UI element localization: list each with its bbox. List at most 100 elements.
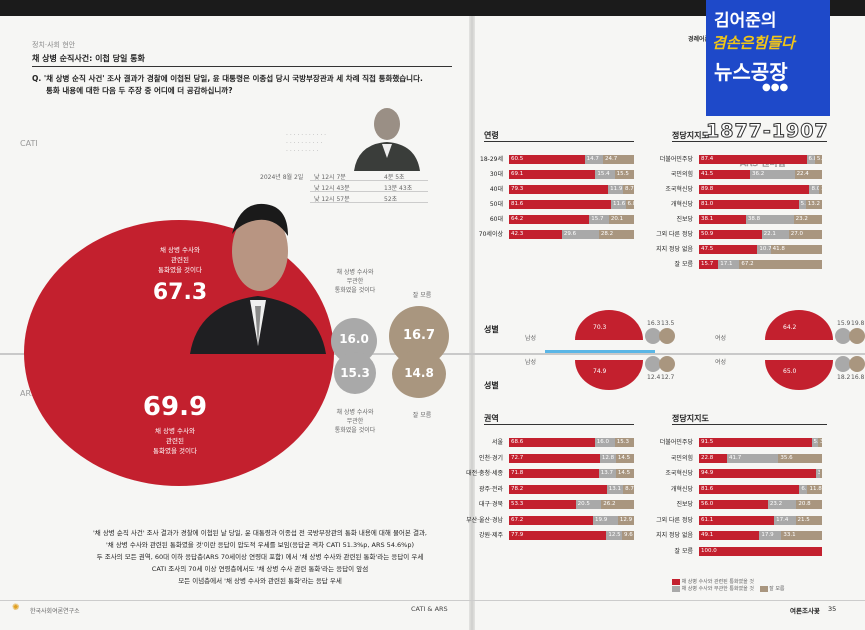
president-photo: [180, 196, 336, 354]
bar-category-label: 국민의힘: [670, 171, 693, 178]
summary-line-4: CATI 조사의 70세 이상 연령층에서도 '채 상병 수사 관련 통화'라는…: [151, 565, 369, 573]
gender-circle: [659, 328, 675, 344]
gender-value: 16.3: [647, 320, 661, 327]
bar-segment: 8.0: [809, 185, 820, 194]
bar-category-label: 잘 모름: [674, 547, 693, 555]
bar-category-label: 부산·울산·경남: [466, 516, 503, 524]
legend-related-swatch: [672, 578, 680, 585]
question-line-1: Q. '채 상병 순직 사건' 조사 결과가 경찰에 이첩된 당일, 윤 대통령…: [32, 74, 423, 83]
bar-category-label: 더불어민주당: [659, 156, 693, 163]
region-section-title: 권역: [484, 414, 499, 423]
bar-segment: 3.2: [815, 469, 820, 478]
gender-circle: [765, 310, 833, 340]
bar-segment: 22.4: [794, 170, 823, 179]
bar-segment: 72.7: [509, 453, 600, 463]
bar-segment: 36.2: [750, 170, 795, 179]
bar-row: 그외 다른 정당 50.9 22.1 27.0: [656, 230, 822, 239]
bar-segment: 15.5: [614, 170, 634, 179]
bar-category-label: 60대: [489, 216, 503, 223]
gender-section-title-top: 성별: [484, 325, 499, 334]
bar-segment: 23.2: [793, 215, 823, 224]
bar-segment: 60.5: [509, 155, 585, 164]
bar-segment: 8.7: [623, 185, 634, 194]
page-number: 35: [828, 605, 837, 613]
bar-category-label: 조국혁신당: [665, 470, 693, 477]
bar-segment: 26.2: [601, 500, 634, 509]
bar-row: 조국혁신당 94.93.21.9: [665, 469, 822, 478]
bar-segment: 77.9: [509, 531, 607, 540]
unrelated-circle-ars: [334, 352, 376, 394]
bar-row: 지지 정당 없음 49.1 17.9 33.1: [656, 531, 823, 540]
gender-circle: [575, 310, 643, 340]
bar-row: 조국혁신당 89.88.02.2: [665, 185, 822, 194]
bar-category-label: 18-29세: [480, 156, 503, 163]
bar-segment: 49.1: [699, 531, 760, 540]
bar-segment: 5.8: [798, 200, 806, 209]
bar-row: 진보당 56.0 23.2 20.8: [676, 500, 822, 509]
bar-row: 대구·경북 53.3 20.5 26.2: [479, 500, 634, 509]
bar-row: 대전·충청·세종 71.8 13.7 14.5: [466, 469, 634, 478]
age-section-title: 연령: [484, 131, 499, 140]
bar-category-label: 진보당: [676, 501, 693, 508]
bar-row: 30대 69.1 15.4 15.5: [490, 170, 634, 179]
bar-segment: 81.6: [509, 200, 611, 209]
bar-segment: 81.0: [699, 200, 799, 209]
party-cati-section-title: 정당지지도: [672, 131, 709, 140]
legend-dk-swatch: [759, 585, 768, 592]
bar-segment: 20.8: [796, 500, 822, 509]
header-right: 경례어론: [688, 36, 711, 43]
bar-row: 서울 68.6 16.0 15.3: [492, 438, 634, 447]
bar-segment: 21.5: [795, 515, 822, 525]
gender-row-label: 남성: [525, 359, 537, 366]
bar-segment: 41.7: [727, 453, 779, 463]
gender-value: 19.8: [851, 320, 865, 327]
bar-segment: 100.0: [699, 546, 822, 556]
bar-category-label: 지지 정당 없음: [656, 532, 693, 539]
summary: '채 상병 순직 사건' 조사 결과가 경찰에 이첩된 날 당일, 윤 대통령과…: [60, 527, 460, 587]
bar-segment: 81.6: [699, 484, 800, 494]
bar-segment: 2.2: [819, 185, 822, 194]
bar-category-label: 강원·제주: [479, 532, 503, 539]
gender-circle: [835, 356, 851, 372]
bar-segment: 68.6: [509, 438, 595, 447]
logo-line-3: 뉴스공장: [714, 60, 788, 84]
bar-category-label: 서울: [491, 439, 503, 446]
gender-value: 13.5: [661, 320, 675, 327]
bar-segment: 41.8: [770, 245, 822, 254]
bar-segment: 3.2: [817, 438, 822, 447]
bar-row: 강원·제주 77.9 12.5 9.6: [479, 531, 634, 540]
news-factory-logo: 김어준의 겸손은힘들다 뉴스공장 ●●●: [706, 0, 830, 116]
ars-related-label: 채 상병 수사와 관련된 통화였을 것이다: [153, 427, 197, 455]
bar-segment: 6.8: [625, 200, 634, 209]
bar-row: 부산·울산·경남 67.2 19.9 12.9: [466, 515, 634, 525]
bar-category-label: 그외 다른 정당: [656, 516, 693, 524]
cati-label: CATI: [20, 139, 38, 148]
dk-label-top: 잘 모름: [412, 292, 432, 299]
unrelated-cati-value: 16.0: [339, 332, 369, 346]
page-spine: [469, 16, 475, 630]
bar-segment: 15.4: [595, 170, 615, 179]
bar-segment: 69.1: [509, 170, 596, 179]
logo-years: 1877-1907: [706, 120, 829, 143]
question: Q. '채 상병 순직 사건' 조사 결과가 경찰에 이첩된 당일, 윤 대통령…: [32, 73, 472, 97]
legend: 채 상병 수사와 관련된 통화였을 것 채 상병 수사와 무관한 통화였을 것 …: [672, 578, 832, 592]
bar-category-label: 대구·경북: [479, 501, 503, 508]
bar-segment: 61.1: [699, 515, 775, 525]
bar-row: 국민의힘 41.5 36.2 22.4: [671, 170, 823, 179]
call-dur-1: 4분 5초: [384, 174, 405, 181]
call-time-3: 낮 12시 57분: [314, 196, 350, 203]
gender-row-label: 남성: [525, 335, 537, 342]
gender-circle: [849, 356, 865, 372]
bar-segment: 50.9: [699, 230, 762, 239]
bar-category-label: 더불어민주당: [659, 439, 693, 446]
bar-segment: 78.2: [509, 484, 607, 494]
gender-value: 12.7: [661, 374, 675, 381]
bar-row: 그외 다른 정당 61.1 17.4 21.5: [656, 515, 822, 525]
question-line-2: 통화 내용에 대한 다음 두 주장 중 어디에 더 공감하십니까?: [46, 86, 233, 95]
unrelated-ars-value: 15.3: [340, 366, 370, 380]
bar-category-label: 잘 모름: [674, 261, 693, 268]
bar-segment: 87.4: [699, 155, 807, 164]
bar-row: 광주·전라 78.2 13.1 8.7: [479, 484, 634, 494]
legend-dk: 잘 모름: [769, 586, 785, 592]
legend-unrelated-swatch: [672, 585, 680, 592]
